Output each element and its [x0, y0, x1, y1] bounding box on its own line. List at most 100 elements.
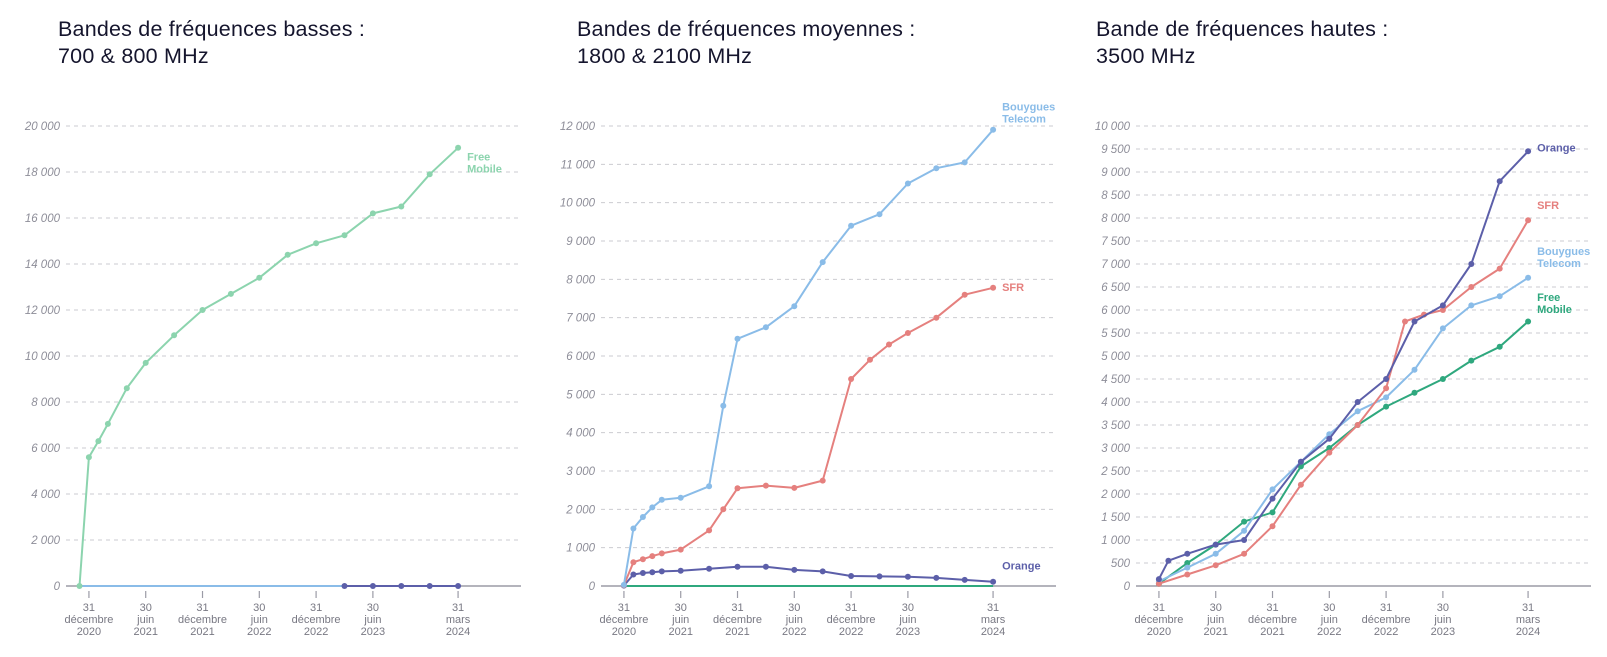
y-tick-label: 20 000	[24, 121, 61, 133]
orange-point	[341, 583, 348, 589]
orange-point	[398, 583, 405, 589]
bouygues-telecom-point	[720, 402, 727, 409]
y-tick-label: 2 000	[1100, 489, 1130, 501]
bouygues-telecom-point	[933, 165, 940, 172]
sfr-point	[1525, 217, 1532, 224]
low-bands-plot-container: 0 2 000 4 000 6 000 8 000 10 000 12 000 14 000 1…	[0, 96, 535, 652]
sfr-point	[886, 341, 892, 348]
free-mobile-point	[95, 438, 102, 445]
free-mobile-point	[199, 307, 206, 313]
free-mobile-point	[256, 274, 263, 281]
sfr-point	[658, 550, 665, 557]
orange-point	[630, 571, 637, 578]
y-tick-label: 1 000	[1101, 535, 1130, 547]
orange-series: Orange	[1155, 142, 1576, 583]
orange-point	[1354, 399, 1361, 405]
y-tick-label: 8 000	[566, 274, 595, 286]
sfr-point	[819, 477, 826, 484]
x-tick-label: 31	[452, 602, 464, 614]
orange-point	[791, 566, 798, 573]
y-tick-label: 2 000	[565, 504, 595, 516]
free-mobile-point	[1439, 376, 1446, 382]
orange-end-label: Orange	[1002, 561, 1041, 573]
x-tick-label: 30	[367, 602, 379, 614]
x-tick-label: 2024	[1516, 626, 1540, 638]
y-tick-label: 5 500	[1101, 328, 1130, 340]
sfr-point	[848, 376, 855, 382]
chart-title-line2: 1800 & 2100 MHz	[577, 44, 753, 69]
bouygues-telecom-point	[706, 483, 713, 490]
bouygues-telecom-point	[658, 496, 665, 503]
y-tick-label: 9 500	[1101, 144, 1130, 156]
chart-title-line1: Bandes de fréquences moyennes :	[577, 17, 916, 41]
sfr-point	[1496, 265, 1503, 272]
x-tick-label: 2021	[725, 626, 749, 638]
chart-section-low-bands: Bandes de fréquences basses : 700 & 800 …	[0, 0, 535, 657]
bouygues-telecom-point	[1525, 274, 1532, 281]
chart-title-line2: 700 & 800 MHz	[58, 44, 209, 69]
y-tick-label: 0	[589, 581, 596, 593]
free-mobile-point	[104, 420, 111, 427]
free-mobile-point	[426, 171, 433, 178]
bouygues-telecom-point	[1354, 408, 1361, 415]
chart-title-line1: Bandes de fréquences basses :	[58, 17, 365, 41]
x-axis-labels: 31décembre202030juin202131décembre202130…	[64, 591, 471, 638]
free-mobile-point	[455, 144, 462, 151]
orange-line	[1158, 150, 1529, 580]
x-tick-label: 31	[1266, 602, 1278, 614]
orange-point	[904, 573, 911, 580]
sfr-point	[630, 559, 637, 566]
x-tick-label: décembre	[64, 614, 113, 626]
x-tick-label: décembre	[713, 614, 762, 626]
y-tick-label: 2 500	[1100, 466, 1130, 478]
orange-point	[1297, 458, 1304, 465]
x-tick-label: décembre	[827, 614, 876, 626]
bouygues-telecom-point	[677, 494, 684, 501]
chart-title-mid-bands: Bandes de fréquences moyennes : 1800 & 2…	[535, 0, 1070, 96]
orange-point	[1496, 178, 1503, 185]
x-tick-label: 2020	[77, 626, 101, 638]
orange-point	[1411, 318, 1418, 325]
y-tick-label: 12 000	[25, 305, 61, 317]
free-mobile-point	[227, 290, 234, 297]
orange-point	[1241, 537, 1248, 543]
y-tick-label: 7 500	[1101, 236, 1130, 248]
chart-section-high-band: Bande de fréquences hautes : 3500 MHz 0 5…	[1070, 0, 1607, 657]
bouygues-telecom-end-label: Telecom	[1537, 258, 1581, 270]
bouygues-telecom-point	[620, 581, 627, 588]
x-tick-label: 2023	[896, 626, 920, 638]
bouygues-telecom-point	[1439, 325, 1446, 332]
free-mobile-point	[85, 454, 92, 461]
y-tick-label: 6 500	[1101, 282, 1130, 294]
orange-point	[677, 567, 684, 574]
x-tick-label: 31	[731, 602, 743, 614]
free-mobile-point	[1326, 445, 1333, 451]
sfr-point	[1269, 523, 1276, 530]
x-tick-label: 31	[83, 602, 95, 614]
x-tick-label: 31	[987, 602, 999, 614]
x-tick-label: 30	[253, 602, 265, 614]
free-mobile-point	[123, 385, 130, 392]
y-tick-label: 10 000	[25, 351, 61, 363]
y-tick-label: 7 000	[566, 313, 595, 325]
x-tick-label: 2022	[247, 626, 271, 638]
bouygues-telecom-point	[1241, 527, 1248, 534]
free-mobile-end-label: Mobile	[1537, 304, 1572, 316]
free-mobile-line	[78, 147, 459, 587]
x-tick-label: décembre	[599, 614, 648, 626]
sfr-point	[762, 482, 769, 489]
orange-point	[455, 583, 462, 589]
bouygues-telecom-point	[1468, 302, 1475, 309]
x-tick-label: 2022	[782, 626, 806, 638]
y-tick-label: 9 000	[1101, 167, 1130, 179]
orange-point	[649, 569, 656, 576]
x-tick-label: 31	[845, 602, 857, 614]
orange-point	[1468, 261, 1475, 267]
orange-point	[876, 573, 883, 580]
y-tick-label: 3 000	[566, 466, 595, 478]
free-mobile-point	[1184, 560, 1191, 566]
bouygues-telecom-line	[1158, 276, 1529, 583]
y-tick-label: 8 000	[1101, 213, 1130, 225]
y-tick-label: 1 000	[566, 543, 595, 555]
